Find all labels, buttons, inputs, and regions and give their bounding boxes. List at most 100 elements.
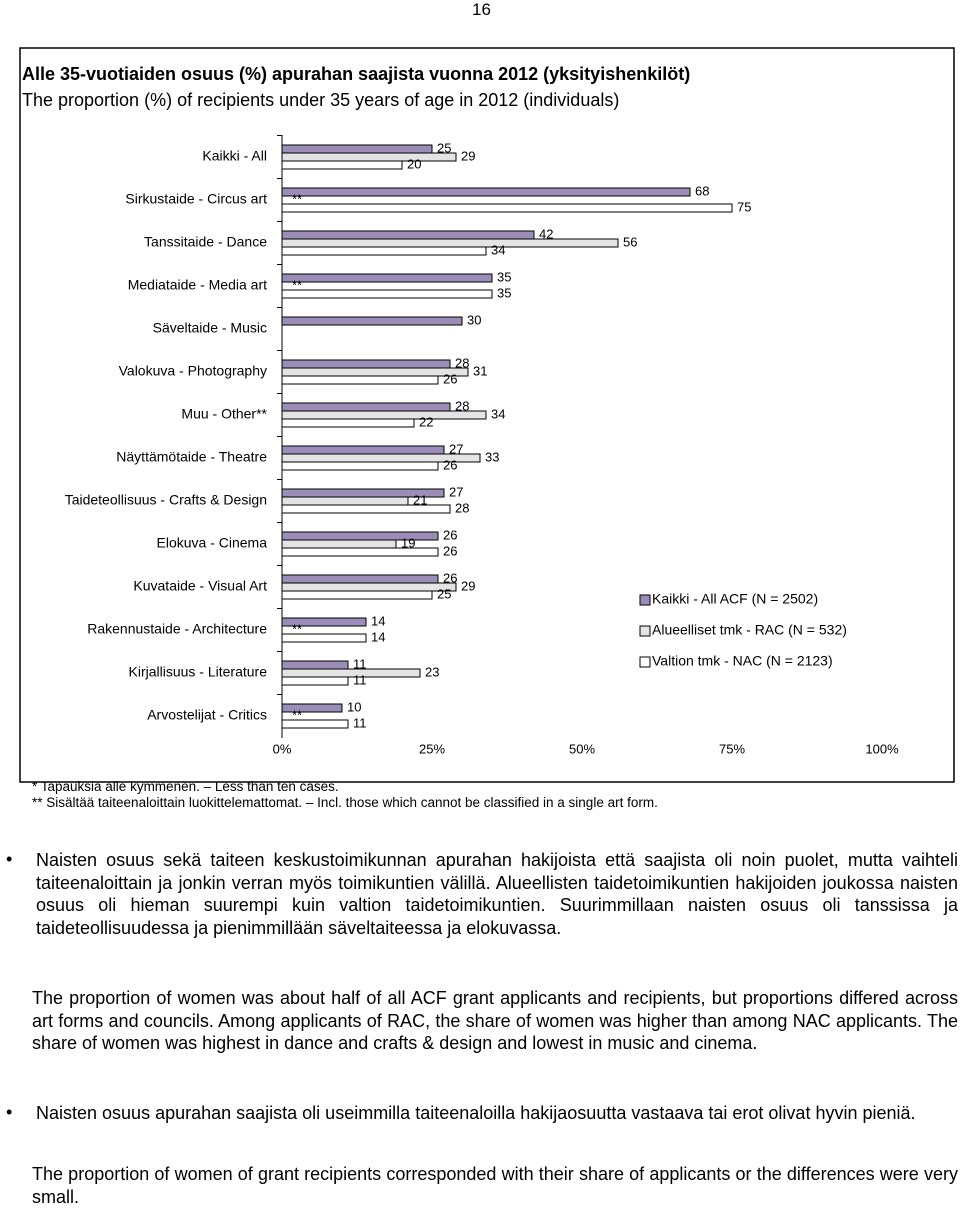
- chart-subtitle: The proportion (%) of recipients under 3…: [22, 90, 619, 110]
- y-tick-label: Sirkustaide - Circus art: [125, 191, 267, 207]
- data-label: 29: [461, 148, 475, 163]
- y-tick-label: Säveltaide - Music: [153, 320, 267, 336]
- bar: [281, 187, 691, 197]
- data-label: 11: [353, 672, 367, 687]
- legend-label: Alueelliset tmk - RAC (N = 532): [652, 622, 847, 638]
- data-label: 33: [485, 449, 499, 464]
- legend-label: Kaikki - All ACF (N = 2502): [652, 591, 818, 607]
- data-label: 23: [425, 664, 439, 679]
- bar: [281, 445, 445, 455]
- bar: [281, 504, 451, 514]
- y-tick-label: Kuvataide - Visual Art: [133, 578, 267, 594]
- data-label: 20: [407, 156, 421, 171]
- legend-swatch: [639, 594, 651, 606]
- footnote: * Tapauksia alle kymmenen. – Less than t…: [32, 779, 339, 794]
- data-label: 28: [455, 355, 469, 370]
- legend-swatch: [639, 656, 651, 668]
- y-tick-label: Taideteollisuus - Crafts & Design: [65, 492, 267, 508]
- data-label: 26: [443, 457, 457, 472]
- data-label: 25: [437, 586, 451, 601]
- data-label: 26: [443, 570, 457, 585]
- footnote: ** Sisältää taiteenaloittain luokittelem…: [32, 795, 658, 810]
- paragraph: Naisten osuus sekä taiteen keskustoimiku…: [36, 850, 958, 938]
- y-tick-label: Elokuva - Cinema: [157, 535, 268, 551]
- data-label: 31: [473, 363, 487, 378]
- x-tick-label: 0%: [273, 741, 292, 756]
- bar: [281, 547, 439, 557]
- bar: [281, 367, 469, 377]
- data-label: 75: [737, 199, 751, 214]
- data-label: **: [292, 621, 302, 636]
- bar: [281, 582, 457, 592]
- bar: [281, 590, 433, 600]
- bar: [281, 633, 367, 643]
- page-number: 16: [472, 0, 491, 19]
- data-label: 10: [347, 699, 361, 714]
- data-label: 21: [413, 492, 427, 507]
- data-label: 26: [443, 371, 457, 386]
- data-label: 35: [497, 269, 511, 284]
- paragraph: The proportion of women was about half o…: [32, 988, 958, 1053]
- bar: [281, 668, 421, 678]
- legend-label: Valtion tmk - NAC (N = 2123): [652, 653, 833, 669]
- data-label: 26: [443, 527, 457, 542]
- bar: [281, 676, 349, 686]
- bar: [281, 539, 397, 549]
- legend-swatch: [639, 625, 651, 637]
- x-tick-label: 50%: [569, 741, 595, 756]
- bar: [281, 703, 343, 713]
- bar: [281, 230, 535, 240]
- data-label: 27: [449, 441, 463, 456]
- bar: [281, 719, 349, 729]
- y-tick-label: Rakennustaide - Architecture: [87, 621, 267, 637]
- data-label: 34: [491, 406, 505, 421]
- data-label: 26: [443, 543, 457, 558]
- y-tick-label: Mediataide - Media art: [128, 277, 267, 293]
- data-label: 28: [455, 398, 469, 413]
- bar: [281, 410, 487, 420]
- x-tick-label: 25%: [419, 741, 445, 756]
- chart-title: Alle 35-vuotiaiden osuus (%) apurahan sa…: [22, 64, 690, 84]
- bar: [281, 359, 451, 369]
- y-tick-label: Kaikki - All: [202, 148, 267, 164]
- bar: [281, 203, 733, 213]
- bar: [281, 144, 433, 154]
- bar: [281, 375, 439, 385]
- data-label: 27: [449, 484, 463, 499]
- paragraph: Naisten osuus apurahan saajista oli usei…: [36, 1103, 916, 1123]
- data-label: 56: [623, 234, 637, 249]
- y-tick-label: Kirjallisuus - Literature: [129, 664, 268, 680]
- chart: Alle 35-vuotiaiden osuus (%) apurahan sa…: [19, 47, 955, 783]
- bar: [281, 402, 451, 412]
- bar: [281, 496, 409, 506]
- bar: [281, 574, 439, 584]
- bar: [281, 152, 457, 162]
- chart-frame: [19, 47, 955, 783]
- y-tick-label: Arvostelijat - Critics: [147, 707, 267, 723]
- legend: [610, 585, 952, 681]
- bar: [281, 246, 487, 256]
- y-tick-label: Näyttämötaide - Theatre: [116, 449, 267, 465]
- data-label: **: [292, 191, 302, 206]
- bar: [281, 316, 463, 326]
- y-tick-label: Tanssitaide - Dance: [144, 234, 267, 250]
- data-label: **: [292, 277, 302, 292]
- bar: [281, 289, 493, 299]
- data-label: **: [292, 707, 302, 722]
- data-label: 14: [371, 613, 385, 628]
- data-label: 35: [497, 285, 511, 300]
- data-label: 30: [467, 312, 481, 327]
- data-label: 22: [419, 414, 433, 429]
- data-label: 25: [437, 140, 451, 155]
- x-tick-label: 100%: [865, 741, 899, 756]
- data-label: 68: [695, 183, 709, 198]
- data-label: 14: [371, 629, 385, 644]
- bullet: •: [6, 1102, 13, 1122]
- data-label: 29: [461, 578, 475, 593]
- bullet: •: [6, 849, 13, 869]
- bar: [281, 160, 403, 170]
- data-label: 11: [353, 715, 367, 730]
- data-label: 11: [353, 656, 367, 671]
- bar: [281, 617, 367, 627]
